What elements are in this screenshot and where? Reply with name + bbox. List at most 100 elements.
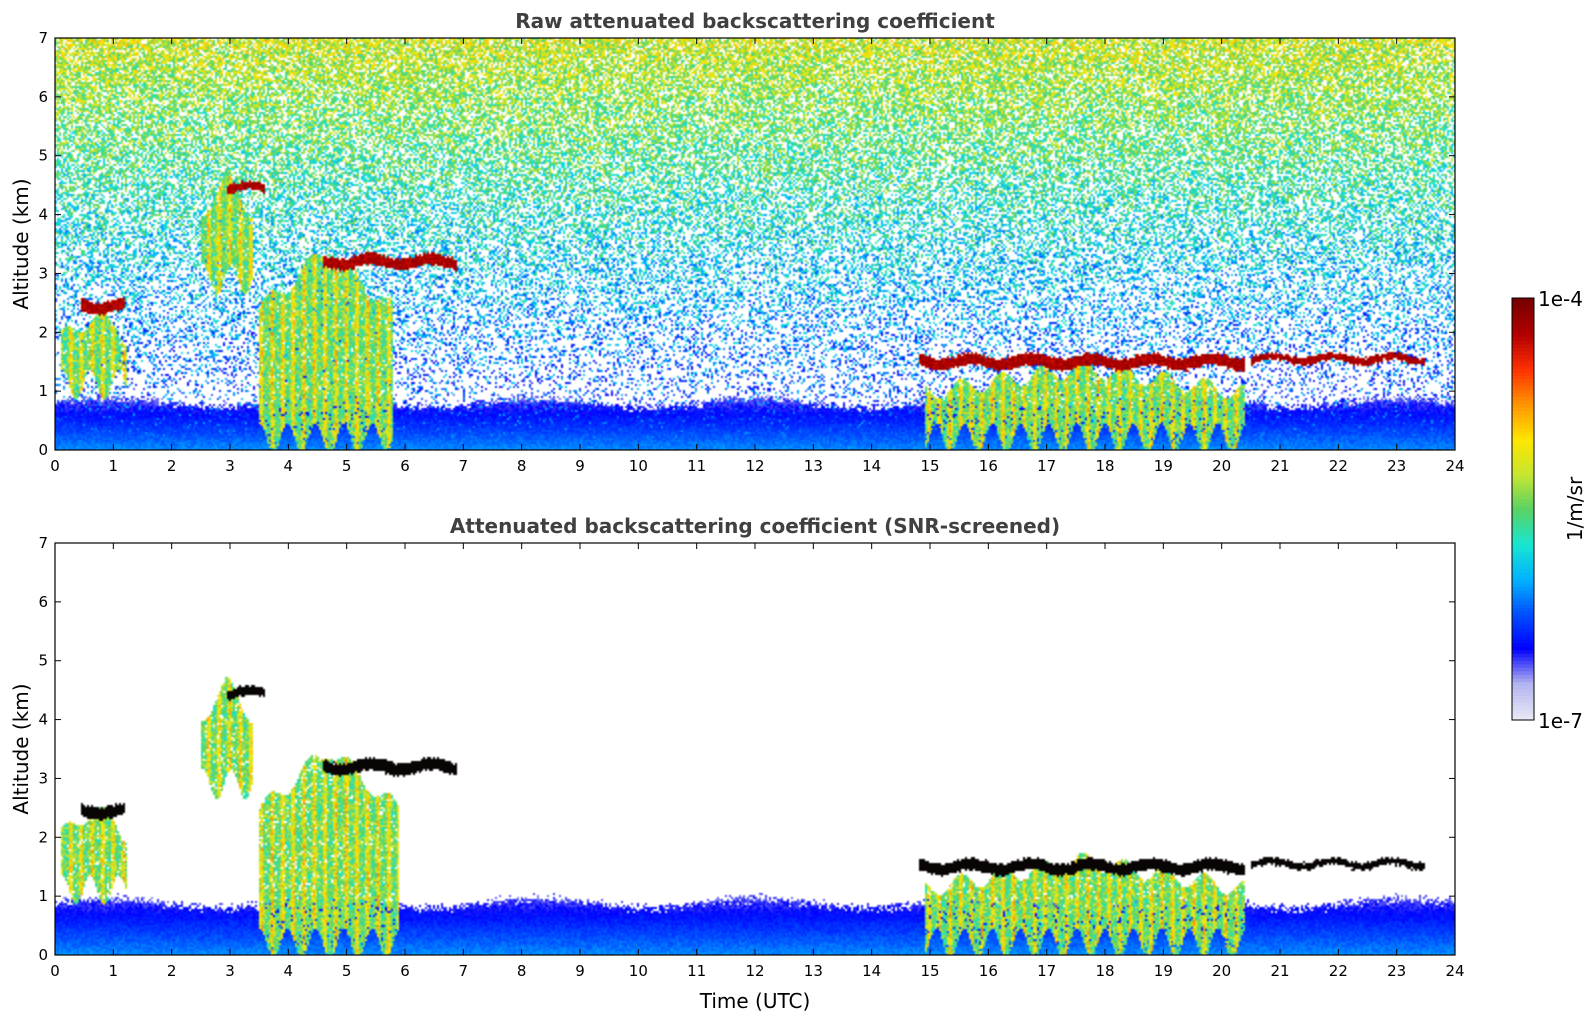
colorbar-band	[1512, 582, 1534, 587]
axis-ticks: 0 1 2 3 4 5 6 7 8 9 10 11 12 13 14 15 16 17 18 19 20 21 22 23 24…	[38, 534, 1464, 980]
colorbar-band	[1512, 480, 1534, 485]
y-axis-label: Altitude (km)	[9, 683, 33, 814]
x-tick-label: 1	[109, 962, 119, 980]
colorbar-band	[1512, 635, 1534, 640]
colorbar-band	[1512, 575, 1534, 580]
x-tick-label: 5	[342, 962, 352, 980]
y-tick-label: 3	[38, 769, 48, 787]
colorbar-band	[1512, 568, 1534, 573]
x-tick-label: 23	[1387, 962, 1406, 980]
x-tick-label: 14	[862, 457, 881, 475]
x-tick-label: 7	[459, 457, 469, 475]
x-tick-label: 9	[575, 962, 585, 980]
x-axis-label: Time (UTC)	[699, 989, 811, 1013]
colorbar-band	[1512, 632, 1534, 637]
colorbar-band	[1512, 396, 1534, 401]
y-tick-label: 0	[38, 946, 48, 964]
panel-title: Raw attenuated backscattering coefficien…	[515, 9, 995, 33]
colorbar-band	[1512, 691, 1534, 696]
colorbar-band	[1512, 375, 1534, 380]
x-tick-label: 0	[50, 962, 60, 980]
x-tick-label: 7	[459, 962, 469, 980]
colorbar-band	[1512, 614, 1534, 619]
x-tick-label: 22	[1329, 457, 1348, 475]
colorbar-band	[1512, 378, 1534, 383]
colorbar-band	[1512, 477, 1534, 482]
y-tick-label: 5	[38, 147, 48, 165]
colorbar-band	[1512, 421, 1534, 426]
x-tick-label: 13	[804, 457, 823, 475]
colorbar-band	[1512, 716, 1534, 721]
colorbar-band	[1512, 610, 1534, 616]
colorbar-band	[1512, 600, 1534, 605]
colorbar-band	[1512, 593, 1534, 598]
x-tick-label: 11	[687, 962, 706, 980]
x-tick-label: 5	[342, 457, 352, 475]
colorbar-band	[1512, 301, 1534, 306]
x-tick-label: 15	[920, 962, 939, 980]
colorbar-band	[1512, 526, 1534, 531]
colorbar-band	[1512, 688, 1534, 693]
colorbar-band	[1512, 336, 1534, 341]
x-tick-label: 21	[1270, 457, 1289, 475]
x-tick-label: 4	[284, 962, 294, 980]
colorbar-band	[1512, 712, 1534, 718]
colorbar-band	[1512, 407, 1534, 412]
raw-backscatter-panel: Raw attenuated backscattering coefficien…	[9, 9, 1465, 475]
x-tick-label: 8	[517, 457, 527, 475]
colorbar-band	[1512, 350, 1534, 355]
x-tick-label: 23	[1387, 457, 1406, 475]
colorbar-band	[1512, 308, 1534, 313]
colorbar-band	[1512, 417, 1534, 422]
colorbar-band	[1512, 561, 1534, 566]
y-tick-label: 1	[38, 382, 48, 400]
x-tick-label: 18	[1095, 962, 1114, 980]
colorbar-band	[1512, 565, 1534, 570]
x-tick-label: 16	[979, 962, 998, 980]
y-tick-label: 6	[38, 88, 48, 106]
colorbar-band	[1512, 579, 1534, 584]
colorbar-band	[1512, 456, 1534, 461]
colorbar-band	[1512, 473, 1534, 478]
colorbar-band	[1512, 505, 1534, 510]
y-tick-label: 7	[38, 534, 48, 552]
colorbar-band	[1512, 512, 1534, 517]
y-tick-label: 4	[38, 711, 48, 729]
colorbar-band	[1512, 656, 1534, 661]
colorbar-band	[1512, 452, 1534, 457]
y-tick-label: 7	[38, 29, 48, 47]
x-tick-label: 8	[517, 962, 527, 980]
colorbar-band	[1512, 530, 1534, 535]
colorbar-band	[1512, 357, 1534, 362]
colorbar-band	[1512, 618, 1534, 623]
x-tick-label: 14	[862, 962, 881, 980]
y-tick-label: 3	[38, 264, 48, 282]
colorbar-band	[1512, 705, 1534, 711]
colorbar-band	[1512, 554, 1534, 559]
colorbar: 1e-4 1e-7 1/m/sr	[1511, 287, 1587, 733]
colorbar-band	[1512, 642, 1534, 647]
x-tick-label: 2	[167, 457, 177, 475]
colorbar-band	[1512, 431, 1534, 436]
y-tick-label: 4	[38, 206, 48, 224]
y-axis-label: Altitude (km)	[9, 178, 33, 309]
colorbar-band	[1512, 322, 1534, 327]
colorbar-band	[1512, 435, 1534, 440]
colorbar-band	[1512, 389, 1534, 394]
colorbar-band	[1512, 329, 1534, 334]
colorbar-band	[1512, 445, 1534, 450]
colorbar-band	[1512, 385, 1534, 391]
colorbar-band	[1512, 547, 1534, 552]
y-tick-label: 6	[38, 593, 48, 611]
x-tick-label: 20	[1212, 457, 1231, 475]
y-tick-label: 5	[38, 652, 48, 670]
raw-backscatter-heatmap	[55, 38, 1455, 450]
x-tick-label: 19	[1154, 457, 1173, 475]
x-tick-label: 21	[1270, 962, 1289, 980]
colorbar-band	[1512, 315, 1534, 320]
y-tick-label: 1	[38, 887, 48, 905]
colorbar-band	[1512, 484, 1534, 489]
colorbar-band	[1512, 684, 1534, 689]
colorbar-band	[1512, 516, 1534, 521]
